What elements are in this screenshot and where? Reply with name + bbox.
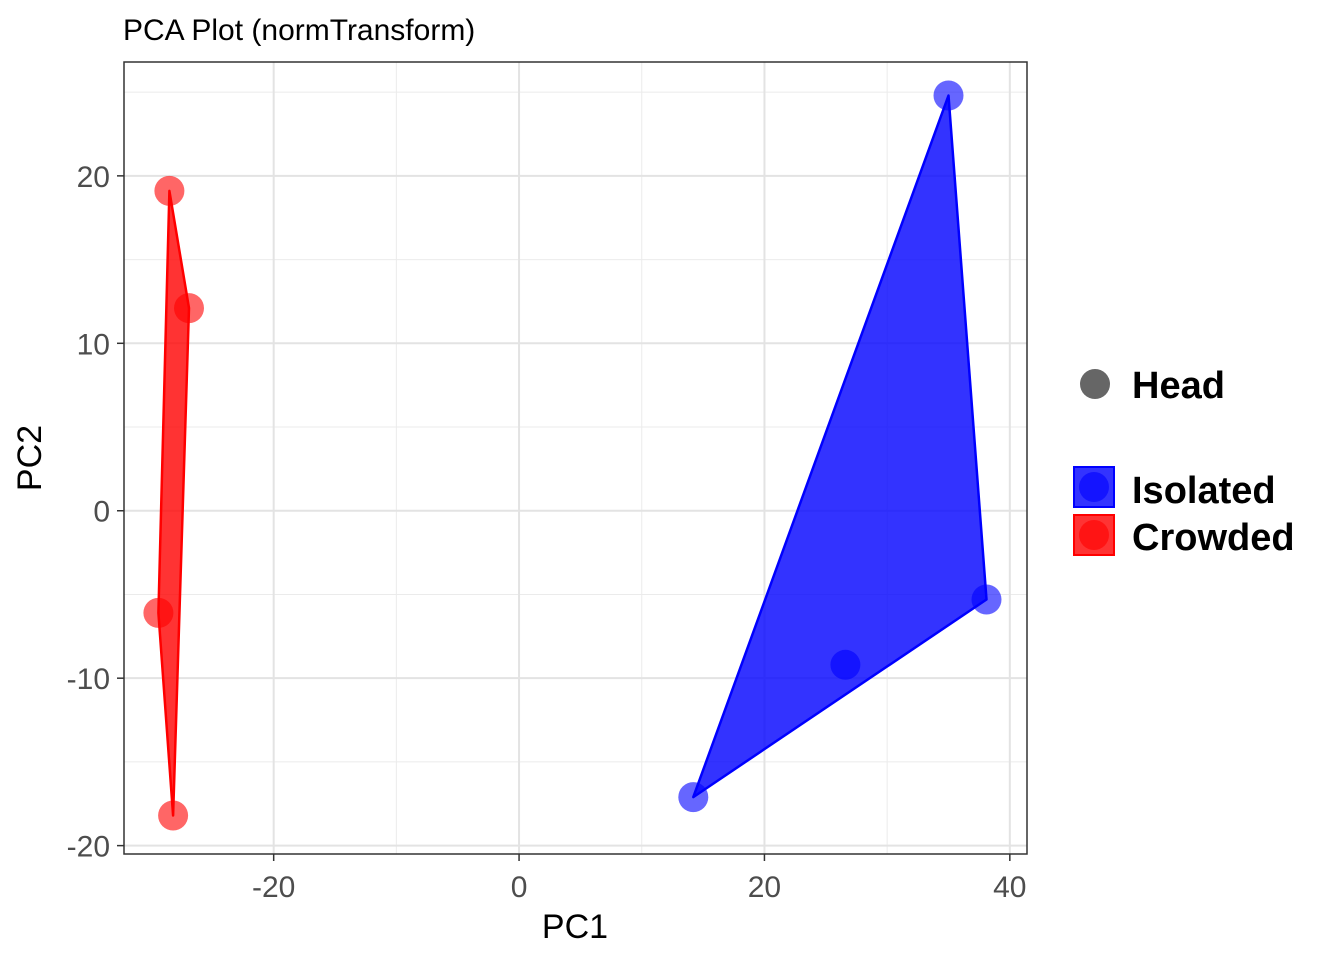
data-point-crowded [174, 293, 204, 324]
data-point-isolated [971, 584, 1002, 615]
x-tick-label: -20 [252, 871, 295, 904]
data-point-crowded [154, 175, 185, 206]
y-tick-label: 0 [93, 496, 110, 529]
data-point-crowded [158, 800, 189, 831]
x-tick-label: 20 [748, 871, 781, 904]
y-axis-title: PC2 [11, 425, 49, 491]
data-point-isolated [933, 80, 964, 111]
data-point-isolated [830, 649, 861, 680]
x-tick-label: 40 [993, 871, 1026, 904]
axis-ticks: -20 0 20 40 -20 -10 0 10 20 [67, 161, 1027, 904]
y-tick-label: -20 [67, 831, 110, 864]
chart-title: PCA Plot (normTransform) [123, 14, 475, 47]
x-tick-label: 0 [511, 871, 528, 904]
legend: Head Isolated Crowded [1073, 365, 1295, 559]
y-tick-label: -10 [67, 663, 110, 696]
data-points [143, 80, 1002, 831]
y-tick-label: 20 [77, 161, 110, 194]
legend-shape-key-head [1080, 369, 1110, 399]
y-tick-label: 10 [77, 328, 110, 361]
legend-key-isolated-point [1079, 472, 1109, 502]
data-point-crowded [143, 597, 174, 628]
data-point-isolated [678, 782, 709, 813]
legend-shape-label-head: Head [1132, 365, 1225, 407]
hull-polygons [157, 94, 988, 817]
legend-key-crowded-point [1079, 520, 1109, 550]
legend-label-crowded: Crowded [1132, 517, 1295, 559]
x-axis-title: PC1 [542, 908, 608, 946]
plot-border [123, 61, 1028, 855]
legend-label-isolated: Isolated [1132, 470, 1276, 512]
hull-isolated [692, 94, 988, 799]
